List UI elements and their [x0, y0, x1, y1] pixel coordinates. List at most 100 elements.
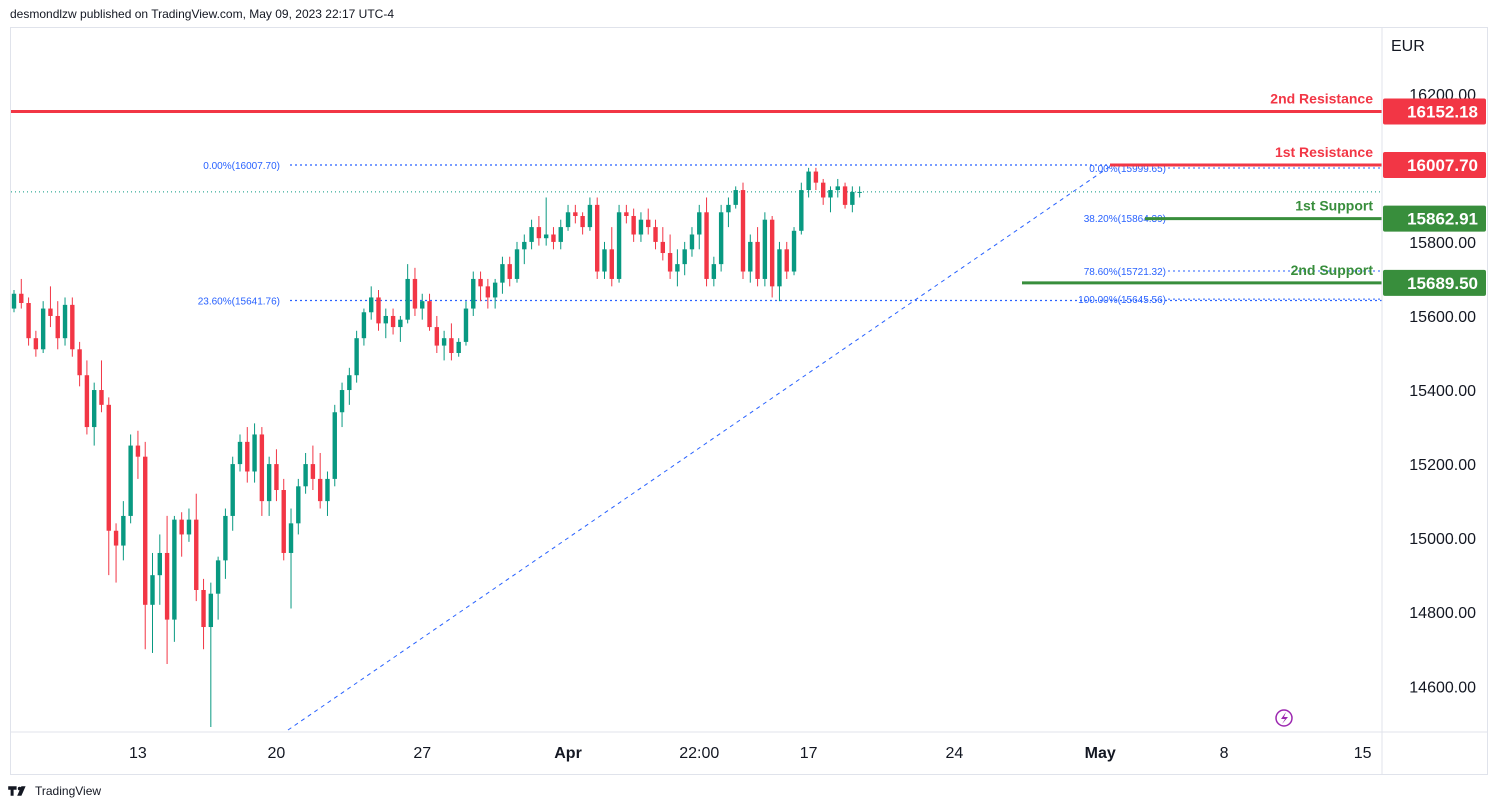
time-tick-label: 27 [413, 745, 431, 762]
fib-small-label: 38.20%(15864.39) [1084, 214, 1166, 225]
candle [682, 241, 687, 276]
fib-small-label: 0.00%(15999.65) [1089, 164, 1166, 175]
candle [288, 508, 294, 609]
candle [828, 186, 833, 213]
candle [740, 182, 746, 279]
candle-body [514, 249, 520, 279]
candle [478, 271, 483, 302]
candle-body [281, 490, 286, 553]
price-chart[interactable]: 0.00%(16007.70) 23.60%(15641.76) 0.00%(159… [0, 0, 1498, 775]
candle-body [215, 560, 221, 594]
candle-body [697, 212, 702, 235]
candle [303, 452, 308, 494]
candle [48, 286, 53, 328]
candle-body [667, 253, 673, 272]
candle-body [675, 264, 680, 272]
candle [500, 256, 505, 294]
candle-body [791, 230, 797, 272]
candle [573, 204, 578, 224]
candle [194, 493, 199, 602]
level-badge-value: 16152.18 [1407, 102, 1478, 121]
time-tick-label: Apr [554, 745, 582, 762]
candle [784, 241, 789, 279]
candle-body [405, 278, 410, 320]
candle-body [398, 319, 403, 328]
candle-body [150, 575, 155, 605]
candle-body [529, 227, 534, 242]
price-tick-label: 15600.00 [1409, 309, 1476, 326]
candle-body [412, 278, 418, 309]
candle [84, 360, 90, 435]
time-tick-label: 24 [946, 745, 964, 762]
candle [325, 471, 330, 516]
candle-body [164, 552, 170, 620]
candle-body [274, 464, 279, 491]
candle-body [303, 464, 308, 487]
candle-body [259, 434, 265, 502]
currency-label: EUR [1391, 38, 1425, 55]
lightning-icon[interactable] [1275, 709, 1293, 727]
candle-body [682, 249, 687, 265]
level-name: 1st Support [1295, 198, 1373, 214]
candle [813, 167, 819, 191]
candle-body [500, 264, 505, 283]
time-tick-label: 13 [129, 745, 147, 762]
candle [835, 178, 840, 198]
level-badge: 16007.70 [1383, 152, 1486, 178]
candle-body [565, 212, 571, 228]
candle-body [762, 219, 768, 279]
level-badge: 16152.18 [1383, 98, 1486, 125]
candle-body [135, 445, 141, 457]
level-badge-bg [1383, 98, 1486, 125]
candle-body [463, 308, 469, 342]
candle [121, 501, 126, 561]
candle [11, 290, 17, 313]
candle [762, 212, 768, 287]
candle-body [748, 241, 753, 272]
candle-body [361, 312, 367, 339]
candle-body [296, 486, 301, 524]
candle-body [580, 215, 585, 228]
candle [697, 204, 702, 250]
price-tick-label: 15800.00 [1409, 235, 1476, 252]
candle [106, 397, 111, 576]
candle [485, 278, 491, 309]
level-name: 2nd Resistance [1270, 90, 1373, 106]
candle-body [441, 338, 447, 346]
chart-frame[interactable] [10, 27, 1488, 775]
candle [456, 338, 461, 357]
candle-body [536, 227, 542, 239]
candle [237, 434, 243, 472]
candle [850, 186, 855, 213]
price-tick-label: 14600.00 [1409, 679, 1476, 696]
candle [317, 452, 323, 509]
tradingview-logo-icon [8, 786, 26, 796]
candle-body [70, 304, 75, 350]
level-name: 2nd Support [1291, 262, 1374, 278]
time-tick-label: 20 [268, 745, 286, 762]
candle [558, 219, 563, 250]
candle-body [354, 338, 359, 376]
candle [62, 297, 68, 346]
candle-body [11, 293, 17, 309]
candle-body [602, 249, 607, 272]
candle [580, 212, 585, 235]
candle-body [252, 434, 257, 472]
candle-body [828, 190, 833, 198]
candle-body [332, 412, 337, 479]
candle [259, 427, 265, 516]
candle [427, 293, 432, 331]
fib-small-label: 100.00%(15645.56) [1078, 295, 1166, 306]
candle-body [820, 182, 826, 198]
candle-body [383, 315, 388, 324]
candle-body [558, 227, 563, 242]
candle [33, 330, 39, 357]
candle [143, 441, 148, 650]
support-resistance-lines: 2nd Resistance 1st Resistance 1st Support 2… [11, 90, 1382, 285]
candle [150, 552, 155, 653]
candle [398, 315, 403, 342]
candle-body [456, 341, 461, 354]
candle-body [223, 515, 228, 561]
candle-body [733, 190, 738, 205]
price-tick-label: 15400.00 [1409, 383, 1476, 400]
